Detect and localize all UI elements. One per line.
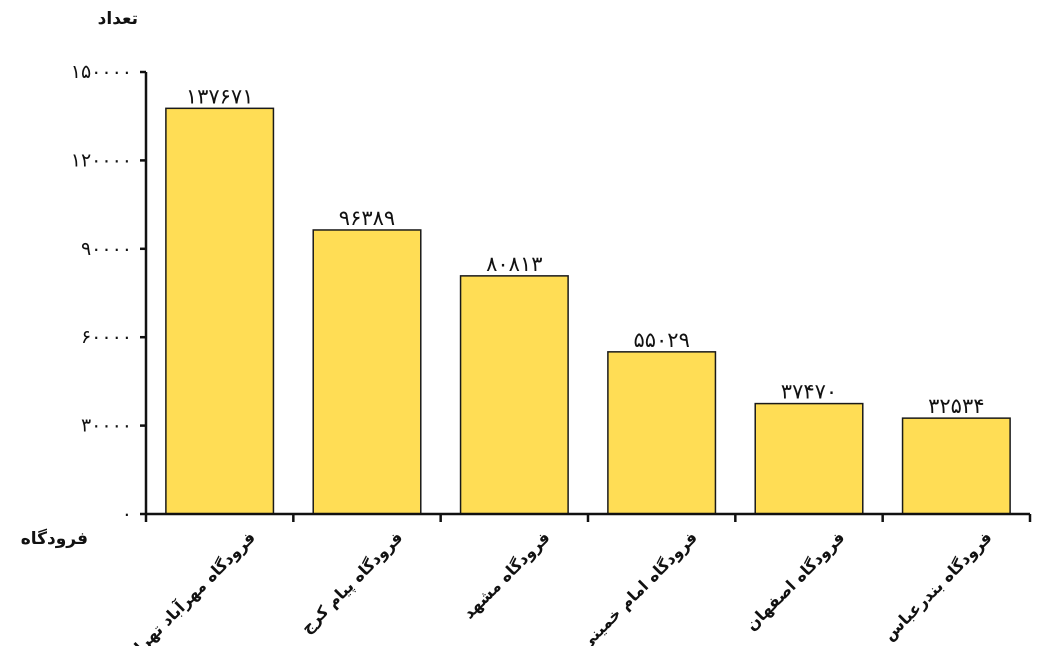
x-category-label: فرودگاه امام خمینی bbox=[575, 528, 701, 646]
y-tick-label: ۶٠٠٠٠ bbox=[81, 326, 132, 348]
x-category-label: فرودگاه مشهد bbox=[459, 528, 554, 623]
bars bbox=[165, 107, 1011, 515]
x-category-label: فرودگاه اصفهان bbox=[742, 528, 848, 634]
bar bbox=[754, 402, 864, 515]
bar-value-label: ٨٠٨١٣ bbox=[486, 252, 542, 276]
bar-value-label: ١٣٧۶٧١ bbox=[186, 84, 254, 108]
y-axis-title: تعداد bbox=[98, 9, 138, 29]
bar bbox=[901, 417, 1011, 515]
bar-value-labels: ١٣٧۶٧١ ٩۶٣٨٩ ٨٠٨١٣ ۵۵٠٢٩ ٣٧۴٧٠ ٣٢۵٣۴ bbox=[186, 84, 984, 418]
y-axis-ticks: ٠ ٣٠٠٠٠ ۶٠٠٠٠ ٩٠٠٠٠ ١٢٠٠٠٠ ١۵٠٠٠٠ bbox=[71, 61, 146, 525]
x-axis-category-labels: فرودگاه مهرآباد تهران فرودگاه پیام کرج فرو… bbox=[120, 527, 995, 646]
bar bbox=[607, 351, 717, 515]
x-category-label: فرودگاه مهرآباد تهران bbox=[120, 527, 259, 646]
y-tick-label: ١٢٠٠٠٠ bbox=[71, 149, 132, 171]
x-axis-title: فرودگاه bbox=[21, 528, 88, 549]
y-tick-label: ١۵٠٠٠٠ bbox=[71, 61, 132, 83]
y-tick-label: ٠ bbox=[122, 503, 132, 525]
y-tick-label: ٣٠٠٠٠ bbox=[81, 415, 132, 437]
bar-value-label: ٣٢۵٣۴ bbox=[928, 394, 984, 418]
x-category-label: فرودگاه بندرعباس bbox=[879, 528, 995, 644]
y-tick-label: ٩٠٠٠٠ bbox=[81, 238, 132, 260]
bar-value-label: ٩۶٣٨٩ bbox=[339, 206, 395, 230]
bar bbox=[165, 107, 275, 515]
bar-value-label: ۵۵٠٢٩ bbox=[633, 328, 689, 352]
x-axis-ticks bbox=[144, 514, 1032, 522]
bar bbox=[459, 275, 569, 515]
bar bbox=[312, 229, 422, 515]
x-category-label: فرودگاه پیام کرج bbox=[297, 528, 407, 638]
bar-value-label: ٣٧۴٧٠ bbox=[781, 380, 837, 404]
